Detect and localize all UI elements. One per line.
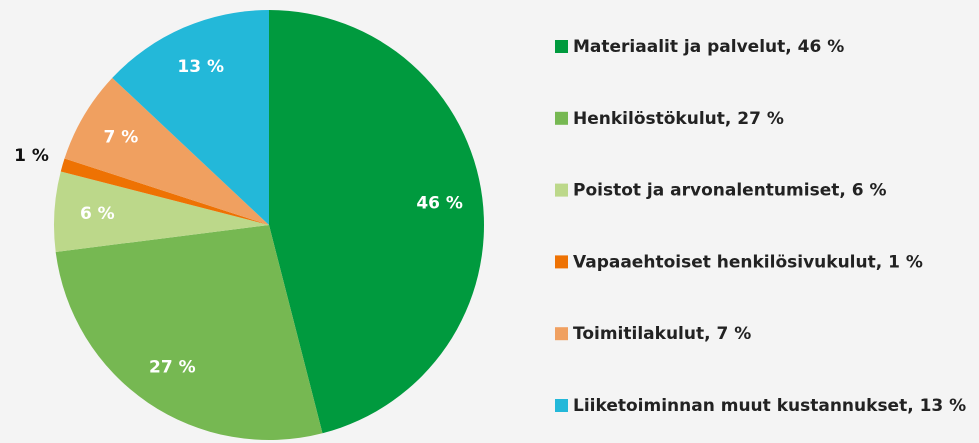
data-label: 13 % <box>177 57 224 77</box>
pie-slice <box>112 10 269 225</box>
pie-slice <box>269 10 484 434</box>
legend-label: Poistot ja arvonalentumiset, 6 % <box>573 181 887 201</box>
legend-label: Henkilöstökulut, 27 % <box>573 109 784 129</box>
data-label: 6 % <box>80 204 115 224</box>
legend-swatch <box>555 111 568 125</box>
legend-swatch <box>555 327 568 341</box>
data-label: 1 % <box>14 146 49 166</box>
legend-label: Vapaaehtoiset henkilösivukulut, 1 % <box>573 252 923 272</box>
legend-swatch <box>555 255 568 269</box>
data-label: 27 % <box>149 357 196 377</box>
pie-slice <box>64 77 269 225</box>
data-label: 46 % <box>416 193 463 213</box>
pie-slice <box>55 225 323 441</box>
data-label: 7 % <box>104 127 139 147</box>
pie-slice <box>60 158 269 225</box>
legend-swatch <box>555 183 568 197</box>
legend-swatch <box>555 40 568 53</box>
legend-label: Materiaalit ja palvelut, 46 % <box>573 37 844 57</box>
pie-slice <box>54 171 269 252</box>
legend-label: Liiketoiminnan muut kustannukset, 13 % <box>573 396 966 416</box>
legend-label: Toimitilakulut, 7 % <box>573 324 751 344</box>
legend-swatch <box>555 399 568 412</box>
